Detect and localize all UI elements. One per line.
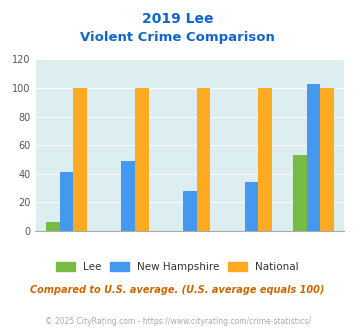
Text: Compared to U.S. average. (U.S. average equals 100): Compared to U.S. average. (U.S. average … [30, 285, 325, 295]
Bar [135, 88, 148, 231]
Bar [320, 88, 334, 231]
Bar [307, 84, 320, 231]
Bar [46, 222, 60, 231]
Text: 2019 Lee: 2019 Lee [142, 12, 213, 25]
Legend: Lee, New Hampshire, National: Lee, New Hampshire, National [52, 258, 303, 276]
Bar [183, 191, 197, 231]
Bar [245, 182, 258, 231]
Text: © 2025 CityRating.com - https://www.cityrating.com/crime-statistics/: © 2025 CityRating.com - https://www.city… [45, 317, 310, 326]
Bar [197, 88, 210, 231]
Bar [258, 88, 272, 231]
Text: Violent Crime Comparison: Violent Crime Comparison [80, 31, 275, 44]
Bar [293, 155, 307, 231]
Bar [73, 88, 87, 231]
Bar [121, 161, 135, 231]
Bar [60, 172, 73, 231]
